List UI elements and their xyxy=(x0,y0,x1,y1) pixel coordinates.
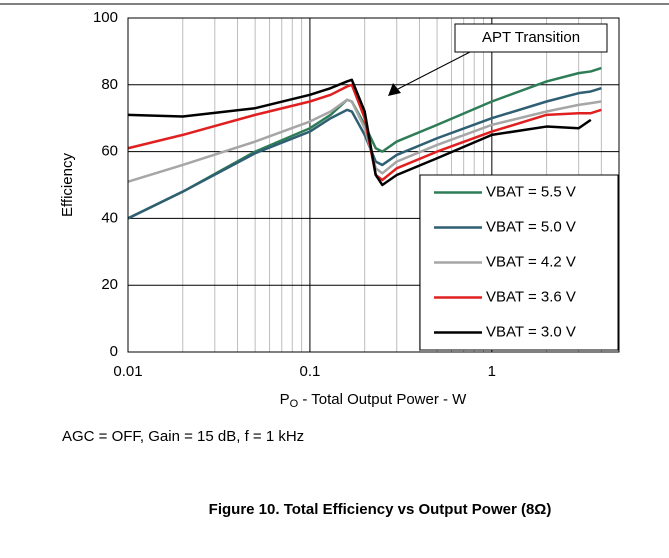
legend: VBAT = 5.5 V VBAT = 5.0 V VBAT = 4.2 V VBAT… xyxy=(419,174,619,351)
x-label-sub: O xyxy=(290,398,299,410)
x-label-rest: - Total Output Power - W xyxy=(298,391,467,408)
annotation-arrow xyxy=(395,51,471,91)
series-line xyxy=(127,78,592,187)
note: AGC = OFF, Gain = 15 dB, f = 1 kHz xyxy=(62,428,304,445)
y-tick-label: 40 xyxy=(101,209,118,226)
legend-label: VBAT = 3.6 V xyxy=(486,288,576,305)
legend-label: VBAT = 4.2 V xyxy=(486,253,576,270)
figure-title: Figure 10. Total Efficiency vs Output Po… xyxy=(209,501,552,518)
x-tick-label: 0.01 xyxy=(113,363,142,380)
y-axis-label: Efficiency xyxy=(59,153,76,217)
y-tick-label: 80 xyxy=(101,76,118,93)
series-line xyxy=(127,66,602,220)
annotation: APT Transition xyxy=(482,29,580,46)
legend-label: VBAT = 5.0 V xyxy=(486,218,576,235)
annotation-box xyxy=(454,23,608,53)
y-tick-label: 60 xyxy=(101,143,118,160)
x-label-base: P xyxy=(280,391,290,408)
lines xyxy=(127,66,602,220)
series-line xyxy=(127,86,602,220)
plot-frame xyxy=(127,17,620,353)
legend-label: VBAT = 5.5 V xyxy=(486,183,576,200)
y-tick-label: 100 xyxy=(93,9,118,26)
x-tick-label: 0.1 xyxy=(299,363,320,380)
y-tick-label: 20 xyxy=(101,276,118,293)
y-tick-label: 0 xyxy=(110,343,118,360)
legend-label: VBAT = 3.0 V xyxy=(486,323,576,340)
arrow-head xyxy=(388,83,401,96)
x-axis-label: PO - Total Output Power - W xyxy=(280,391,468,410)
x-tick-label: 1 xyxy=(488,363,496,380)
